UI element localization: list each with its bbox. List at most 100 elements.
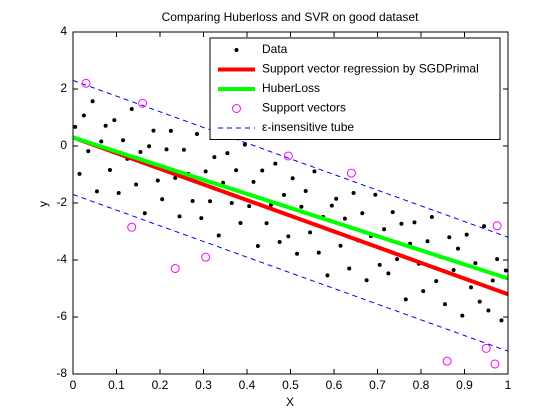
x-tick-label: 0.4 — [239, 378, 256, 392]
support-vector — [170, 264, 180, 274]
data-point — [347, 266, 352, 271]
data-point — [386, 271, 391, 276]
support-vector — [201, 252, 211, 262]
legend-swatch — [234, 48, 239, 52]
data-point — [503, 268, 508, 273]
support-vector — [283, 151, 293, 161]
data-point — [399, 221, 404, 226]
data-point — [342, 216, 347, 221]
x-tick-label: 0.3 — [195, 378, 212, 392]
data-point — [360, 211, 365, 216]
data-point — [364, 278, 369, 283]
data-point — [442, 302, 447, 307]
data-point — [316, 250, 321, 255]
data-point — [203, 169, 208, 174]
data-point — [351, 191, 356, 196]
x-tick-label: 0.6 — [326, 378, 343, 392]
support-vector — [81, 78, 91, 88]
data-point — [251, 179, 256, 184]
data-point — [390, 210, 395, 215]
data-point — [107, 167, 112, 172]
x-tick-label: 1 — [505, 378, 512, 392]
legend-box — [209, 37, 501, 140]
legend-label: Data — [262, 42, 288, 56]
data-point — [281, 193, 286, 198]
support-vector — [346, 168, 356, 178]
data-point — [325, 273, 330, 278]
data-point — [199, 216, 204, 221]
y-tick-label: -8 — [56, 366, 67, 380]
data-point — [90, 99, 95, 104]
data-point — [264, 221, 269, 226]
data-point — [129, 106, 134, 111]
data-point — [469, 285, 474, 290]
data-point — [134, 182, 139, 187]
data-point — [490, 278, 495, 283]
data-point — [225, 151, 230, 156]
data-point — [434, 279, 439, 284]
y-tick-label: -4 — [56, 252, 67, 266]
data-point — [303, 189, 308, 194]
data-point — [403, 297, 408, 302]
data-point — [460, 313, 465, 318]
y-tick-label: -6 — [56, 309, 67, 323]
data-point — [112, 118, 117, 123]
data-point — [486, 308, 491, 313]
data-point — [464, 232, 469, 237]
y-tick-label: 4 — [60, 24, 67, 38]
support-vector — [138, 98, 148, 108]
legend-label: Support vector regression by SGDPrimal — [262, 62, 479, 76]
data-point — [194, 132, 199, 137]
legend-label: Support vectors — [262, 101, 346, 115]
data-point — [242, 142, 247, 147]
data-point — [234, 168, 239, 173]
data-point — [138, 149, 143, 154]
data-point — [495, 257, 500, 262]
data-point — [499, 318, 504, 323]
data-point — [308, 230, 313, 235]
data-point — [312, 169, 317, 174]
data-point — [429, 214, 434, 219]
y-tick-label: 0 — [60, 138, 67, 152]
data-point — [177, 214, 182, 219]
data-point — [73, 124, 78, 129]
data-point — [155, 178, 160, 183]
data-point — [181, 147, 186, 152]
legend-label: HuberLoss — [262, 81, 320, 95]
x-tick-label: 0.2 — [152, 378, 169, 392]
data-point — [377, 262, 382, 267]
data-point — [295, 251, 300, 256]
data-point — [412, 220, 417, 225]
data-point — [86, 149, 91, 154]
x-axis-label: X — [286, 395, 294, 409]
plot-frame — [72, 31, 509, 375]
data-point — [238, 220, 243, 225]
data-point — [425, 239, 430, 244]
data-point — [260, 168, 265, 173]
data-point — [121, 138, 126, 143]
support-vector — [442, 356, 452, 366]
data-point — [247, 204, 252, 209]
legend-label: ε-insensitive tube — [262, 120, 354, 134]
data-point — [94, 189, 99, 194]
data-point — [451, 267, 456, 272]
data-point — [477, 299, 482, 304]
support-vector — [481, 343, 491, 353]
y-tick-label: 2 — [60, 81, 67, 95]
data-point — [142, 211, 147, 216]
data-point — [338, 243, 343, 248]
data-point — [447, 235, 452, 240]
x-tick-label: 0.8 — [413, 378, 430, 392]
regression-line — [73, 135, 508, 281]
regression-line — [73, 135, 508, 297]
support-vector — [127, 222, 137, 232]
data-point — [208, 199, 213, 204]
x-tick-label: 0.7 — [369, 378, 386, 392]
data-point — [168, 128, 173, 133]
data-point — [382, 227, 387, 232]
data-point — [77, 171, 82, 176]
y-tick-label: -2 — [56, 195, 67, 209]
data-point — [277, 240, 282, 245]
data-point — [116, 191, 121, 196]
data-point — [160, 197, 165, 202]
